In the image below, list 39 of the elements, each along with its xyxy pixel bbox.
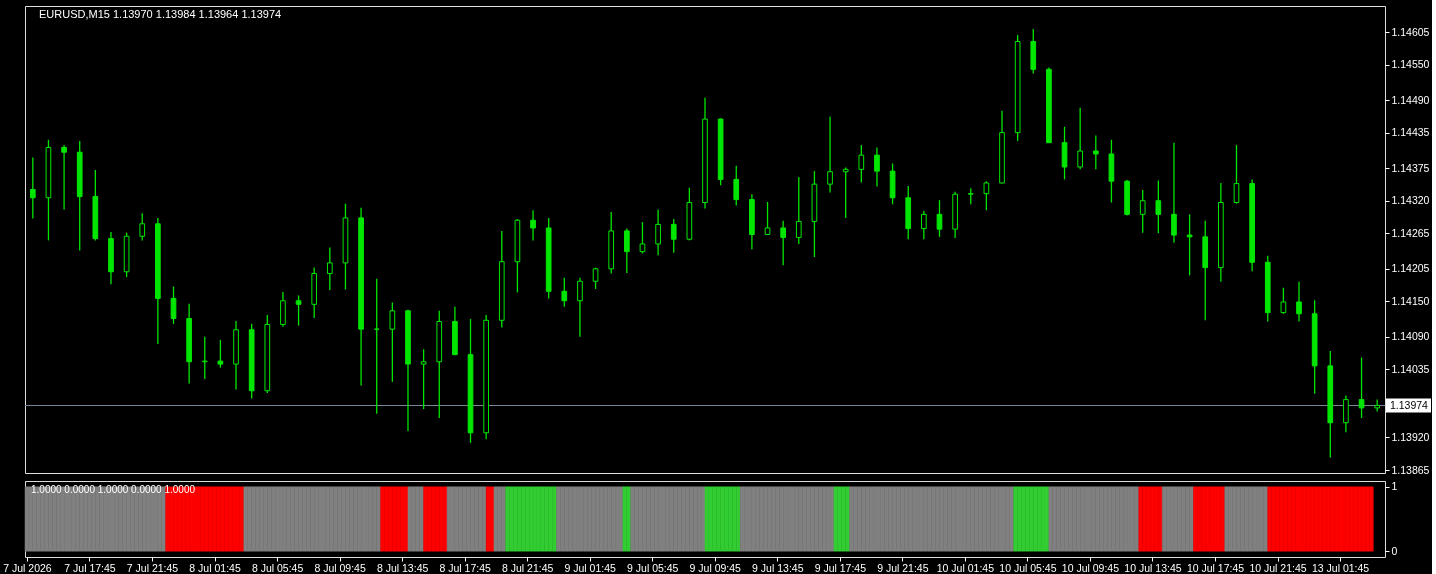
y-tick-label: 1.14090 bbox=[1391, 330, 1430, 343]
y-tick-label: 1.13920 bbox=[1391, 430, 1430, 443]
x-tick-label: 8 Jul 09:45 bbox=[314, 561, 366, 574]
x-tick-label: 9 Jul 05:45 bbox=[627, 561, 679, 574]
x-tick-label: 10 Jul 21:45 bbox=[1249, 561, 1307, 574]
y-tick-label: 1.14605 bbox=[1391, 25, 1430, 38]
y-tick-label: 1.14265 bbox=[1391, 226, 1430, 239]
y-tick-label: 1 bbox=[1391, 480, 1398, 493]
x-tick-label: 8 Jul 21:45 bbox=[502, 561, 554, 574]
x-tick-label: 9 Jul 21:45 bbox=[877, 561, 929, 574]
x-tick-label: 10 Jul 09:45 bbox=[1061, 561, 1120, 574]
x-tick-label: 7 Jul 17:45 bbox=[64, 561, 116, 574]
chart-title: EURUSD,M15 1.13970 1.13984 1.13964 1.13974 bbox=[39, 8, 282, 20]
x-tick-label: 8 Jul 05:45 bbox=[251, 561, 304, 574]
x-tick-label: 10 Jul 17:45 bbox=[1186, 561, 1245, 574]
ref-line-label: 1.13974 bbox=[1390, 398, 1429, 411]
x-tick-label: 7 Jul 2026 bbox=[3, 561, 52, 574]
x-tick-label: 9 Jul 17:45 bbox=[814, 561, 867, 574]
x-tick-label: 10 Jul 05:45 bbox=[999, 561, 1057, 574]
y-tick-label: 1.14035 bbox=[1391, 362, 1430, 375]
x-tick-label: 7 Jul 21:45 bbox=[126, 561, 179, 574]
x-tick-label: 13 Jul 01:45 bbox=[1311, 561, 1370, 574]
y-tick-label: 0 bbox=[1391, 544, 1398, 557]
x-tick-label: 9 Jul 13:45 bbox=[752, 561, 804, 574]
y-tick-label: 1.14375 bbox=[1391, 161, 1430, 174]
y-tick-label: 1.14490 bbox=[1391, 93, 1430, 106]
x-tick-label: 8 Jul 17:45 bbox=[439, 561, 491, 574]
x-tick-label: 9 Jul 01:45 bbox=[564, 561, 617, 574]
y-tick-label: 1.14320 bbox=[1391, 194, 1430, 207]
x-tick-label: 8 Jul 01:45 bbox=[189, 561, 241, 574]
y-tick-label: 1.14205 bbox=[1391, 262, 1430, 275]
x-tick-label: 8 Jul 13:45 bbox=[376, 561, 429, 574]
y-tick-label: 1.14150 bbox=[1391, 294, 1430, 307]
y-tick-label: 1.14550 bbox=[1391, 58, 1430, 71]
x-tick-label: 10 Jul 13:45 bbox=[1124, 561, 1182, 574]
y-tick-label: 1.14435 bbox=[1391, 126, 1430, 139]
y-tick-label: 1.13865 bbox=[1391, 463, 1430, 476]
x-tick-label: 9 Jul 09:45 bbox=[689, 561, 742, 574]
x-tick-label: 10 Jul 01:45 bbox=[936, 561, 995, 574]
